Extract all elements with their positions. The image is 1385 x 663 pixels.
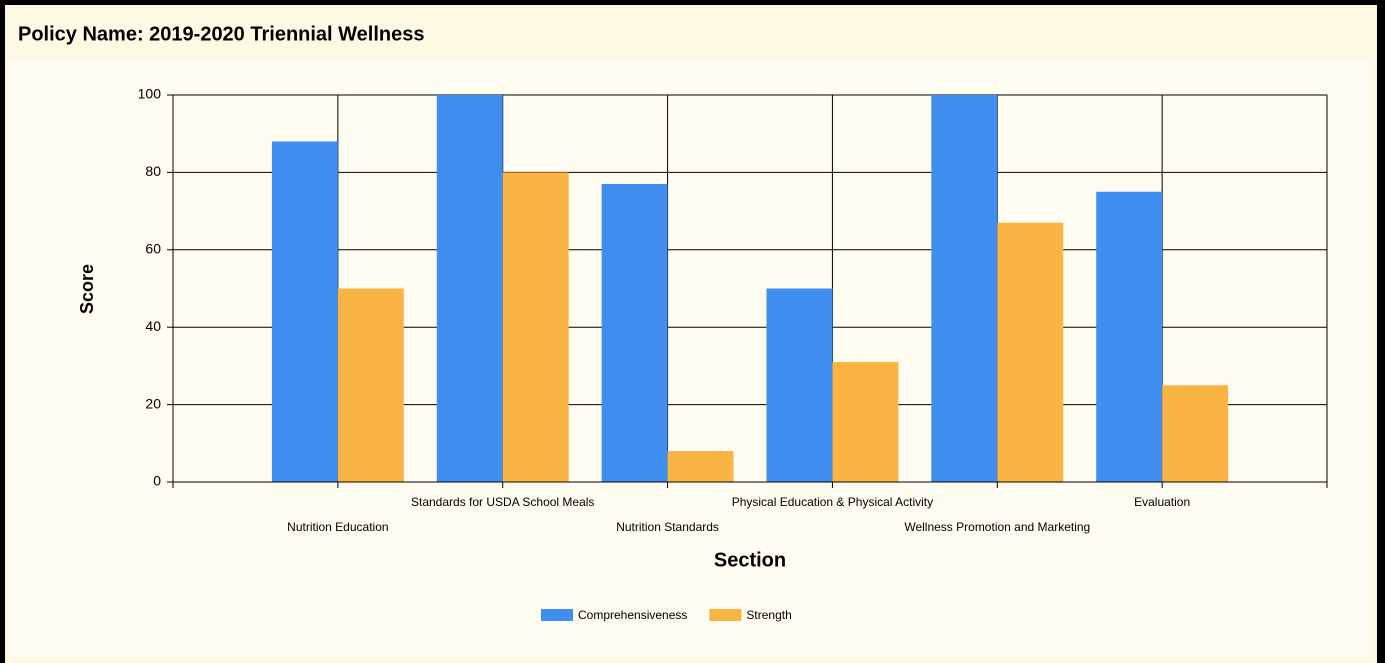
bar (832, 362, 899, 482)
bar (271, 141, 338, 482)
x-tick-label: Nutrition Education (287, 520, 388, 534)
y-axis-title: Score (77, 264, 97, 314)
bar (766, 288, 833, 482)
chart-title: Policy Name: 2019-2020 Triennial Wellnes… (18, 23, 425, 45)
x-axis-title: Section (714, 549, 786, 571)
x-tick-label: Standards for USDA School Meals (411, 495, 594, 509)
y-tick-label: 80 (145, 163, 161, 179)
x-tick-label: Nutrition Standards (616, 520, 719, 534)
bar (436, 95, 503, 482)
bar (502, 172, 569, 482)
legend-label: Strength (746, 608, 791, 622)
legend-swatch (709, 609, 742, 621)
y-tick-label: 0 (153, 473, 161, 489)
bar (997, 222, 1064, 482)
bar (601, 184, 668, 482)
bar (667, 451, 734, 482)
bar (931, 95, 998, 482)
x-tick-label: Wellness Promotion and Marketing (904, 520, 1090, 534)
bar (1096, 191, 1163, 482)
y-tick-label: 60 (145, 241, 161, 257)
legend-swatch (541, 609, 573, 621)
legend-label: Comprehensiveness (578, 608, 687, 622)
x-tick-label: Evaluation (1134, 495, 1190, 509)
bar (337, 288, 404, 482)
chart-area (10, 60, 1372, 658)
y-tick-label: 20 (145, 395, 161, 411)
bar (1162, 385, 1229, 482)
y-tick-label: 100 (138, 86, 162, 102)
x-tick-label: Physical Education & Physical Activity (732, 495, 933, 509)
y-tick-label: 40 (145, 318, 161, 334)
